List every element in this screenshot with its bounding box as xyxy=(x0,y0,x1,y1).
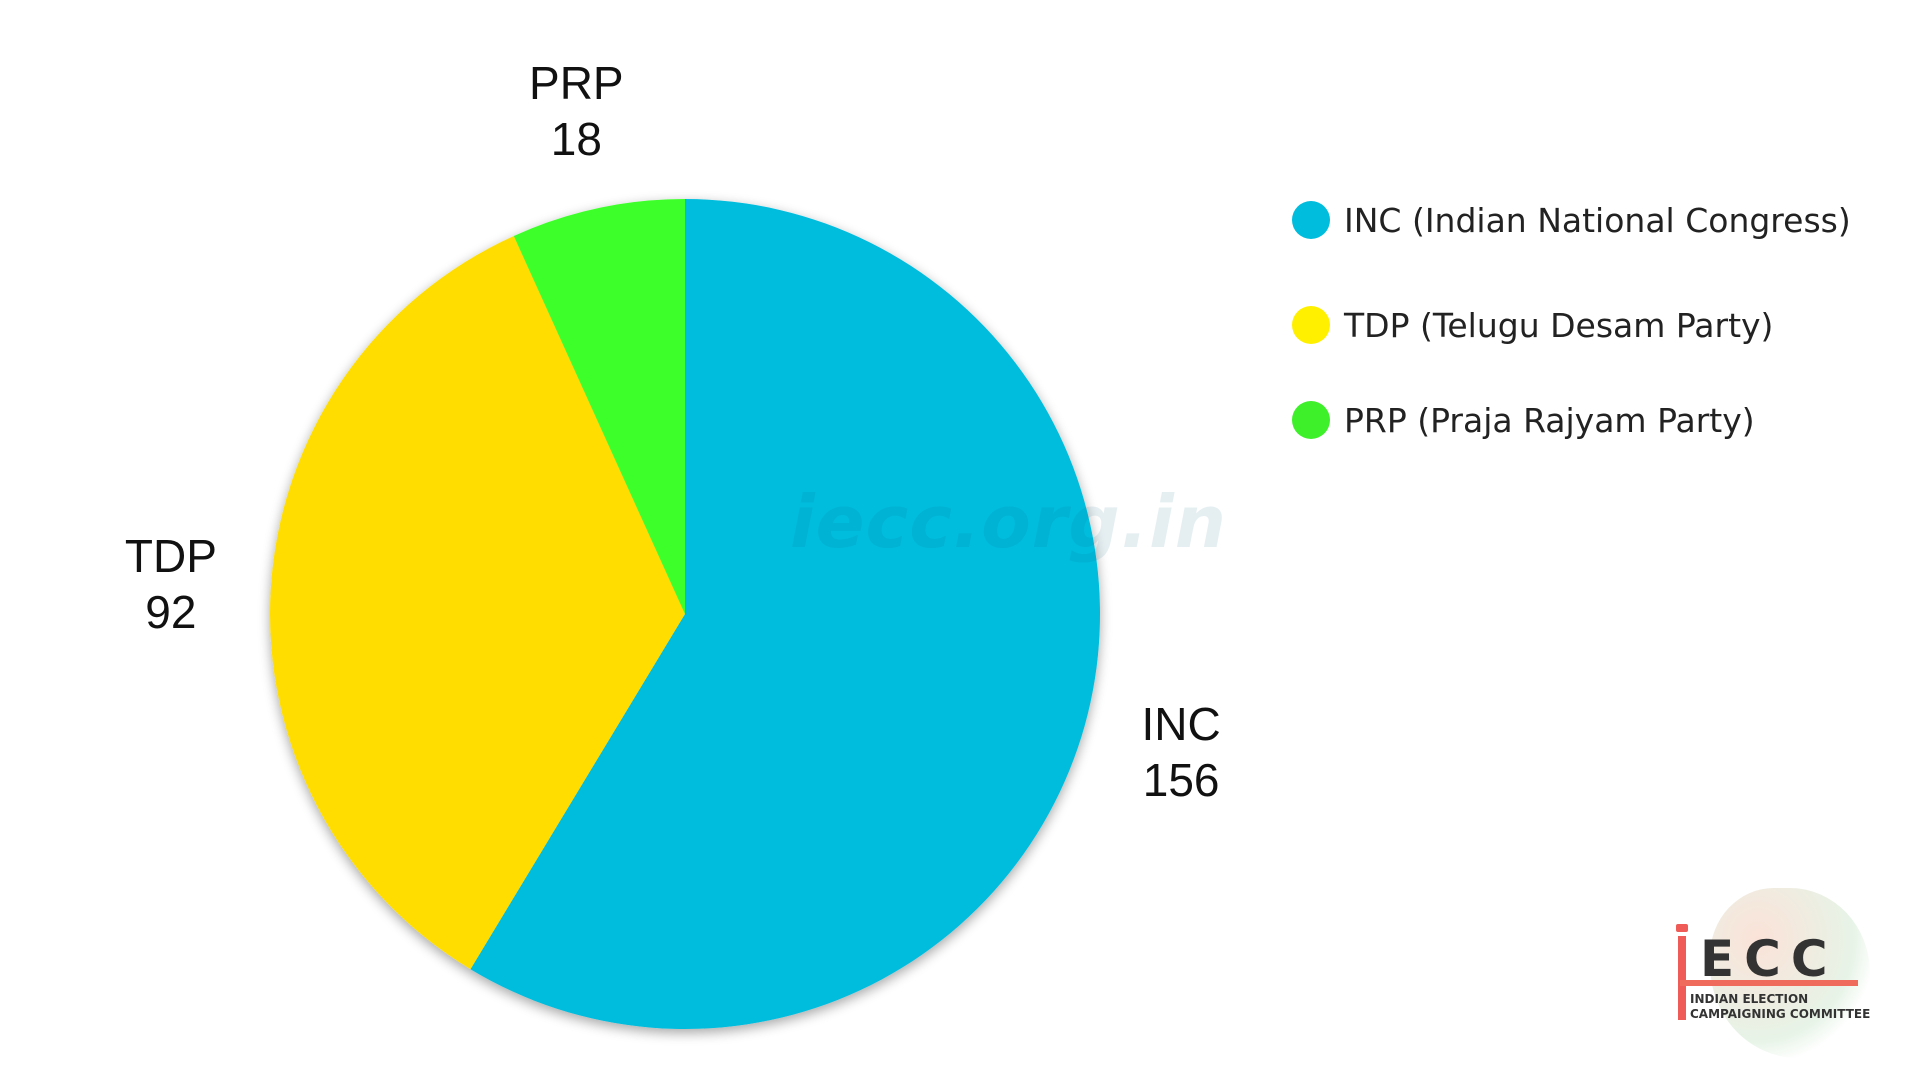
logo-text: ECC xyxy=(1700,930,1838,988)
pie-slice-tdp xyxy=(269,235,685,970)
slice-label-name: TDP xyxy=(124,529,217,582)
slice-label-value: 18 xyxy=(550,112,602,165)
legend-swatch xyxy=(1292,401,1330,439)
iecc-logo: ECC INDIAN ELECTION CAMPAIGNING COMMITTE… xyxy=(1670,868,1890,1068)
logo-subtitle: INDIAN ELECTION CAMPAIGNING COMMITTEE xyxy=(1690,992,1890,1022)
legend-item: TDP (Telugu Desam Party) xyxy=(1292,301,1912,349)
watermark-text: iecc.org.in xyxy=(790,480,1228,564)
logo-underline xyxy=(1680,980,1858,986)
slice-label-inc: INC 156 xyxy=(1071,696,1291,808)
logo-i-bar xyxy=(1678,936,1686,1020)
india-map-icon xyxy=(1710,888,1870,1058)
pie-slice-prp xyxy=(513,199,685,614)
legend-swatch xyxy=(1292,306,1330,344)
slice-label-prp: PRP 18 xyxy=(466,55,686,167)
slice-label-tdp: TDP 92 xyxy=(61,528,281,640)
slice-label-value: 156 xyxy=(1142,754,1220,807)
logo-i-dot xyxy=(1676,924,1688,932)
legend-item: INC (Indian National Congress) xyxy=(1292,196,1912,244)
logo-subtitle-line2: CAMPAIGNING COMMITTEE xyxy=(1690,1007,1871,1021)
logo-subtitle-line1: INDIAN ELECTION xyxy=(1690,992,1809,1006)
legend-label: PRP (Praja Rajyam Party) xyxy=(1344,400,1755,440)
legend-swatch xyxy=(1292,201,1330,239)
legend-label: TDP (Telugu Desam Party) xyxy=(1344,305,1774,345)
slice-label-name: INC xyxy=(1141,698,1221,751)
slice-label-value: 92 xyxy=(145,585,197,638)
legend-item: PRP (Praja Rajyam Party) xyxy=(1292,396,1912,444)
slice-label-name: PRP xyxy=(529,56,624,109)
pie-slice-inc xyxy=(470,199,1100,1029)
legend-label: INC (Indian National Congress) xyxy=(1344,200,1851,240)
